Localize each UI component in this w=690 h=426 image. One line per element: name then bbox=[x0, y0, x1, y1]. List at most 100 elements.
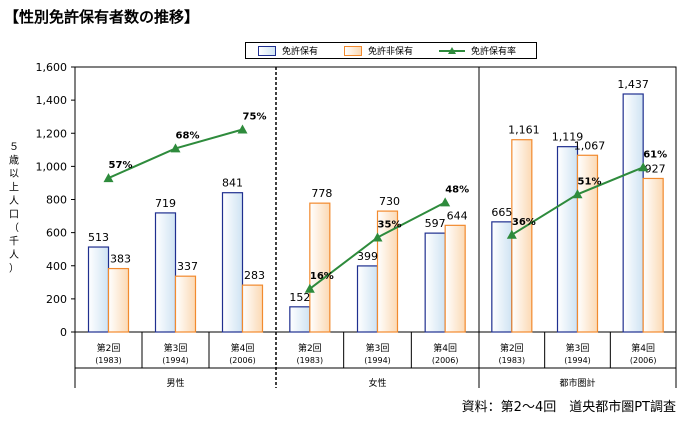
data-label-holders: 1,437 bbox=[617, 78, 649, 91]
bar-nonholders bbox=[376, 210, 399, 333]
rate-marker bbox=[304, 283, 315, 293]
page-title: 【性別免許保有者数の推移】 bbox=[4, 8, 200, 26]
y-axis-label-char: ） bbox=[9, 263, 19, 275]
bar-holders bbox=[556, 146, 579, 333]
category-label: 第4回 bbox=[631, 342, 655, 354]
rate-marker bbox=[103, 173, 114, 183]
category-year-label: (1983) bbox=[499, 356, 526, 365]
rate-label: 36% bbox=[512, 217, 536, 228]
y-tick-label: 800 bbox=[46, 194, 67, 207]
legend-holders-label: 免許保有 bbox=[282, 47, 319, 57]
legend-nonholders-swatch bbox=[344, 45, 363, 56]
rate-label: 51% bbox=[578, 176, 602, 187]
data-label-nonholders: 1,161 bbox=[508, 124, 540, 137]
bar-nonholders bbox=[241, 284, 264, 333]
category-year-label: (1994) bbox=[162, 356, 189, 365]
category-year-label: (1994) bbox=[364, 356, 391, 365]
rate-marker bbox=[170, 143, 181, 153]
y-tick-label: 1,200 bbox=[36, 127, 68, 140]
data-label-nonholders: 778 bbox=[311, 187, 332, 200]
data-label-nonholders: 644 bbox=[447, 209, 468, 222]
bar-nonholders bbox=[174, 275, 197, 333]
y-axis-label-char: 上 bbox=[9, 182, 19, 194]
chart-legend: 免許保有 免許非保有 免許保有率 bbox=[245, 42, 537, 59]
group-label: 都市圏計 bbox=[559, 377, 595, 389]
data-label-nonholders: 730 bbox=[379, 195, 400, 208]
legend-rate: 免許保有率 bbox=[439, 44, 516, 57]
bar-holders bbox=[622, 93, 644, 333]
source-note: 資料：第2～4回 道央都市圏PT調査 bbox=[461, 400, 676, 415]
bar-holders bbox=[289, 306, 311, 333]
category-label: 第2回 bbox=[500, 342, 524, 354]
bar-holders bbox=[154, 212, 177, 333]
y-tick-label: 200 bbox=[46, 293, 67, 306]
group-label: 女性 bbox=[368, 377, 386, 389]
y-tick-label: 1,000 bbox=[36, 160, 68, 173]
bar-holders bbox=[87, 246, 110, 333]
bar-holders bbox=[424, 232, 446, 333]
category-year-label: (2006) bbox=[432, 356, 459, 365]
legend-nonholders: 免許非保有 bbox=[344, 44, 413, 57]
rate-marker bbox=[506, 229, 517, 239]
y-axis-label-char: 以 bbox=[9, 169, 19, 180]
data-label-holders: 841 bbox=[222, 177, 243, 190]
y-axis-label-char: 千 bbox=[9, 236, 19, 248]
y-axis-label-char: 人 bbox=[9, 195, 19, 207]
y-tick-label: 1,600 bbox=[36, 61, 68, 74]
category-year-label: (1994) bbox=[564, 356, 591, 365]
bar-nonholders bbox=[642, 177, 664, 333]
legend-rate-swatch bbox=[439, 46, 466, 54]
y-axis-label-char: 歳 bbox=[9, 155, 19, 167]
category-year-label: (1983) bbox=[95, 356, 122, 365]
rate-marker bbox=[638, 162, 649, 172]
legend-rate-label: 免許保有率 bbox=[471, 47, 517, 57]
rate-marker bbox=[237, 124, 248, 134]
rate-label: 57% bbox=[109, 160, 133, 171]
data-label-nonholders: 383 bbox=[110, 253, 131, 266]
bar-nonholders bbox=[576, 154, 599, 333]
bar-nonholders bbox=[444, 224, 466, 333]
y-tick-label: 0 bbox=[60, 326, 67, 339]
data-label-holders: 513 bbox=[88, 231, 109, 244]
data-label-nonholders: 927 bbox=[645, 162, 666, 175]
category-year-label: (1983) bbox=[297, 356, 324, 365]
legend-holders-swatch bbox=[258, 45, 276, 56]
legend-nonholders-label: 免許非保有 bbox=[368, 47, 414, 57]
rate-label: 16% bbox=[310, 271, 334, 282]
rate-label: 68% bbox=[176, 130, 200, 141]
y-axis-label-char: ５ bbox=[9, 142, 19, 153]
category-year-label: (2006) bbox=[630, 356, 657, 365]
y-axis-label-char: 人 bbox=[9, 249, 19, 261]
data-label-nonholders: 1,067 bbox=[574, 139, 606, 152]
bar-holders bbox=[221, 192, 244, 333]
data-label-holders: 1,119 bbox=[552, 131, 584, 144]
rate-marker bbox=[572, 189, 583, 199]
bar-nonholders bbox=[309, 202, 331, 333]
category-label: 第3回 bbox=[366, 342, 390, 354]
y-tick-label: 600 bbox=[46, 227, 67, 240]
data-label-nonholders: 283 bbox=[244, 269, 265, 282]
category-label: 第3回 bbox=[566, 342, 590, 354]
y-tick-label: 1,400 bbox=[36, 94, 68, 107]
group-label: 男性 bbox=[166, 377, 184, 389]
category-label: 第4回 bbox=[433, 342, 457, 354]
rate-label: 48% bbox=[445, 184, 469, 195]
bar-holders bbox=[356, 265, 379, 333]
data-label-holders: 597 bbox=[425, 217, 446, 230]
legend-holders: 免許保有 bbox=[258, 44, 318, 57]
rate-marker bbox=[372, 232, 383, 242]
data-label-holders: 719 bbox=[155, 197, 176, 210]
rate-marker bbox=[440, 197, 451, 207]
category-label: 第2回 bbox=[97, 342, 121, 354]
y-axis-label-char: 口 bbox=[9, 210, 19, 221]
rate-label: 35% bbox=[378, 220, 402, 231]
data-label-holders: 152 bbox=[289, 291, 310, 304]
data-label-holders: 665 bbox=[491, 206, 512, 219]
bar-nonholders bbox=[107, 267, 130, 333]
category-label: 第4回 bbox=[231, 342, 255, 354]
category-year-label: (2006) bbox=[229, 356, 256, 365]
y-tick-label: 400 bbox=[46, 260, 67, 273]
data-label-nonholders: 337 bbox=[177, 260, 198, 273]
data-label-holders: 399 bbox=[357, 250, 378, 263]
